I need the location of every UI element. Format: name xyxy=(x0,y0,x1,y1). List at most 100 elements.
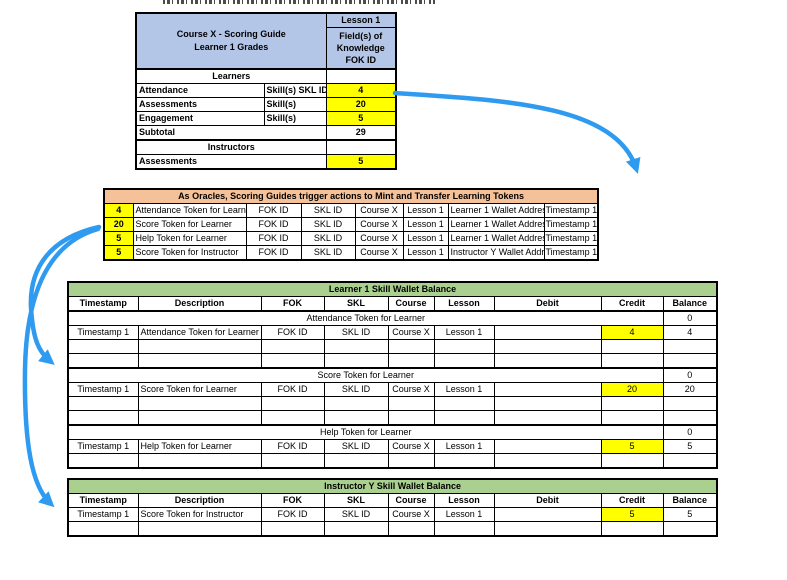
col-header-lesson: Lesson xyxy=(433,493,495,508)
col-header-lesson: Lesson xyxy=(433,296,495,312)
col-header-fok: FOK xyxy=(260,296,325,312)
lesson-cell: Lesson 1 xyxy=(402,245,449,261)
col-header-course: Course xyxy=(387,493,435,508)
wallet-section-row: Score Token for Learner 0 xyxy=(67,367,718,383)
timestamp-cell: Timestamp 1 xyxy=(543,245,599,261)
section-name: Help Token for Learner xyxy=(67,424,664,440)
scoring-row-subtotal: Subtotal 29 xyxy=(135,124,397,140)
fok-id-cell: FOK ID xyxy=(260,382,325,397)
skl-id-cell: SKL ID xyxy=(323,439,389,454)
wallet-entry-row: Timestamp 1 Score Token for Instructor F… xyxy=(67,507,718,522)
course-cell: Course X xyxy=(354,217,404,232)
course-cell: Course X xyxy=(387,325,435,340)
description-cell: Attendance Token for Learner xyxy=(137,325,262,340)
scoring-row-instructor-assessments: Assessments 5 xyxy=(135,154,397,170)
balance-cell: 20 xyxy=(662,382,718,397)
description-cell: Score Token for Instructor xyxy=(137,507,262,522)
credit-cell: 4 xyxy=(600,325,664,340)
fok-header-line2: Knowledge xyxy=(336,42,385,53)
token-amount: 5 xyxy=(103,231,134,246)
grade-value: 20 xyxy=(325,96,397,112)
scoring-guide-table: Course X - Scoring Guide Learner 1 Grade… xyxy=(135,12,398,170)
lesson-cell: Lesson 1 xyxy=(402,231,449,246)
course-cell: Course X xyxy=(387,507,435,522)
col-header-debit: Debit xyxy=(493,296,602,312)
token-amount: 5 xyxy=(103,245,134,261)
col-header-credit: Credit xyxy=(600,493,664,508)
opening-balance: 0 xyxy=(662,424,718,440)
wallet-address-cell: Instructor Y Wallet Address xyxy=(447,245,545,261)
balance-cell: 5 xyxy=(662,439,718,454)
col-header-balance: Balance xyxy=(662,493,718,508)
empty-cell xyxy=(325,68,397,84)
lesson-cell: Lesson 1 xyxy=(402,217,449,232)
fok-id-cell: FOK ID xyxy=(260,439,325,454)
course-cell: Course X xyxy=(387,382,435,397)
skl-id-cell: SKL ID xyxy=(300,203,356,218)
skill-label: Skill(s) xyxy=(263,96,327,112)
fok-id-cell: FOK ID xyxy=(245,245,302,261)
fok-header-line3: FOK ID xyxy=(345,54,377,65)
credit-cell: 5 xyxy=(600,507,664,522)
token-description: Attendance Token for Learner xyxy=(132,203,247,218)
grade-label: Engagement xyxy=(135,110,265,126)
wallet-section-row: Attendance Token for Learner 0 xyxy=(67,310,718,326)
section-name: Attendance Token for Learner xyxy=(67,310,664,326)
subtotal-label: Subtotal xyxy=(135,124,327,140)
scoring-guide-subtitle: Learner 1 Grades xyxy=(194,41,269,52)
lesson-header-cell: Lesson 1 xyxy=(325,12,397,28)
wallet-entry-row: Timestamp 1 Score Token for Learner FOK … xyxy=(67,382,718,397)
mint-transfer-table: As Oracles, Scoring Guides trigger actio… xyxy=(103,188,600,261)
fok-id-cell: FOK ID xyxy=(260,325,325,340)
wallet-address-cell: Learner 1 Wallet Address xyxy=(447,203,545,218)
empty-row xyxy=(67,521,718,537)
token-description: Help Token for Learner xyxy=(132,231,247,246)
course-cell: Course X xyxy=(354,203,404,218)
instructor-wallet-title: Instructor Y Skill Wallet Balance xyxy=(67,478,718,494)
empty-row xyxy=(67,396,718,411)
fok-id-cell: FOK ID xyxy=(260,507,325,522)
col-header-skl: SKL xyxy=(323,296,389,312)
skill-label: Skill(s) SKL ID xyxy=(263,82,327,98)
wallet-section-row: Help Token for Learner 0 xyxy=(67,424,718,440)
scoring-row-engagement: Engagement Skill(s) 5 xyxy=(135,110,397,126)
empty-cell xyxy=(325,138,397,155)
mint-row: 5 Score Token for Instructor FOK ID SKL … xyxy=(103,245,599,261)
col-header-description: Description xyxy=(137,296,262,312)
grade-value: 5 xyxy=(325,110,397,126)
wallet-header-row: Timestamp Description FOK SKL Course Les… xyxy=(67,296,718,312)
instructors-group-label: Instructors xyxy=(135,138,327,155)
wallet-address-cell: Learner 1 Wallet Address xyxy=(447,231,545,246)
skl-id-cell: SKL ID xyxy=(323,382,389,397)
col-header-course: Course xyxy=(387,296,435,312)
arrow-scoring-to-mint xyxy=(392,90,641,174)
col-header-balance: Balance xyxy=(662,296,718,312)
col-header-debit: Debit xyxy=(493,493,602,508)
scoring-row-attendance: Attendance Skill(s) SKL ID 4 xyxy=(135,82,397,98)
credit-cell: 20 xyxy=(600,382,664,397)
grade-label: Attendance xyxy=(135,82,265,98)
token-amount: 4 xyxy=(103,203,134,218)
wallet-header-row: Timestamp Description FOK SKL Course Les… xyxy=(67,493,718,508)
empty-row xyxy=(67,353,718,369)
debit-cell xyxy=(493,507,602,522)
description-cell: Score Token for Learner xyxy=(137,382,262,397)
col-header-credit: Credit xyxy=(600,296,664,312)
timestamp-cell: Timestamp 1 xyxy=(67,382,139,397)
skl-id-cell: SKL ID xyxy=(300,231,356,246)
instructor-wallet-table: Instructor Y Skill Wallet Balance Timest… xyxy=(67,478,719,537)
wallet-entry-row: Timestamp 1 Attendance Token for Learner… xyxy=(67,325,718,340)
timestamp-cell: Timestamp 1 xyxy=(67,325,139,340)
credit-cell: 5 xyxy=(600,439,664,454)
course-cell: Course X xyxy=(387,439,435,454)
wallet-entry-row: Timestamp 1 Help Token for Learner FOK I… xyxy=(67,439,718,454)
fok-header-line1: Field(s) of xyxy=(339,30,383,41)
learner-wallet-table: Learner 1 Skill Wallet Balance Timestamp… xyxy=(67,281,719,469)
skl-id-cell: SKL ID xyxy=(323,325,389,340)
timestamp-cell: Timestamp 1 xyxy=(67,439,139,454)
description-cell: Help Token for Learner xyxy=(137,439,262,454)
grade-label: Assessments xyxy=(135,96,265,112)
mint-table-title: As Oracles, Scoring Guides trigger actio… xyxy=(103,188,599,204)
scoring-guide-header: Course X - Scoring Guide Learner 1 Grade… xyxy=(135,12,327,70)
grade-label: Assessments xyxy=(135,154,327,170)
